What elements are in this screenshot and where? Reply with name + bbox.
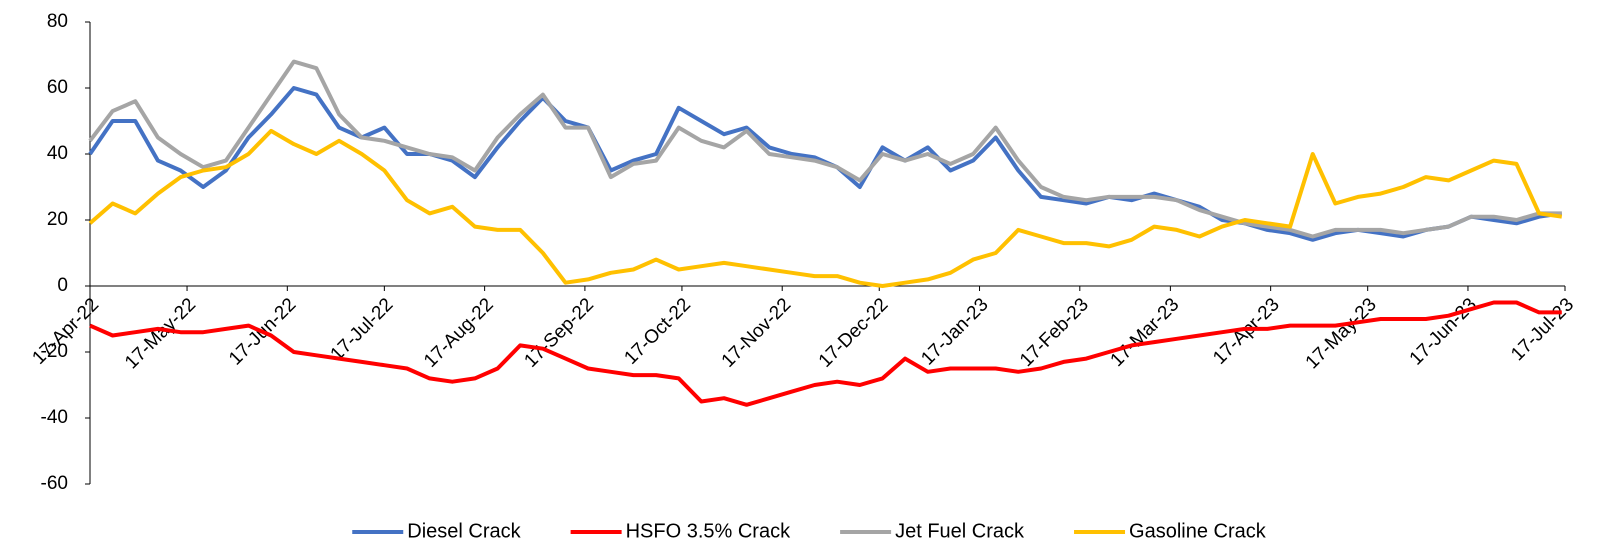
legend: Diesel Crack HSFO 3.5% Crack Jet Fuel Crac… xyxy=(352,520,1267,542)
x-tick-label: 17-Aug-22 xyxy=(420,294,498,372)
y-tick-label: 60 xyxy=(47,77,68,98)
y-tick-label: -60 xyxy=(41,473,68,494)
legend-label: Gasoline Crack xyxy=(1129,520,1267,542)
legend-label: Jet Fuel Crack xyxy=(895,520,1025,542)
y-tick-label: -40 xyxy=(41,407,68,428)
x-tick-label: 17-Mar-23 xyxy=(1107,294,1184,371)
y-tick-label: -20 xyxy=(41,341,68,362)
series-line xyxy=(88,59,1562,239)
legend-label: Diesel Crack xyxy=(407,520,521,542)
x-tick-label: 17-Jan-23 xyxy=(917,294,992,369)
x-tick-label: 17-Jul-22 xyxy=(327,294,398,365)
x-tick-label: 17-Dec-22 xyxy=(815,294,893,372)
x-tick-label: 17-Sep-22 xyxy=(520,294,598,372)
series-line xyxy=(88,128,1563,288)
x-tick-label: 17-Oct-22 xyxy=(620,294,695,369)
y-tick-label: 20 xyxy=(47,209,68,230)
y-tick-label: 0 xyxy=(57,275,68,296)
series-line xyxy=(89,300,1562,407)
x-tick-label: 17-May-23 xyxy=(1302,294,1381,373)
y-tick-label: 80 xyxy=(47,11,68,32)
y-tick-label: 40 xyxy=(47,143,68,164)
legend-label: HSFO 3.5% Crack xyxy=(626,520,791,542)
x-tick-label: 17-Jun-23 xyxy=(1406,294,1481,369)
x-tick-label: 17-Nov-22 xyxy=(718,294,796,372)
